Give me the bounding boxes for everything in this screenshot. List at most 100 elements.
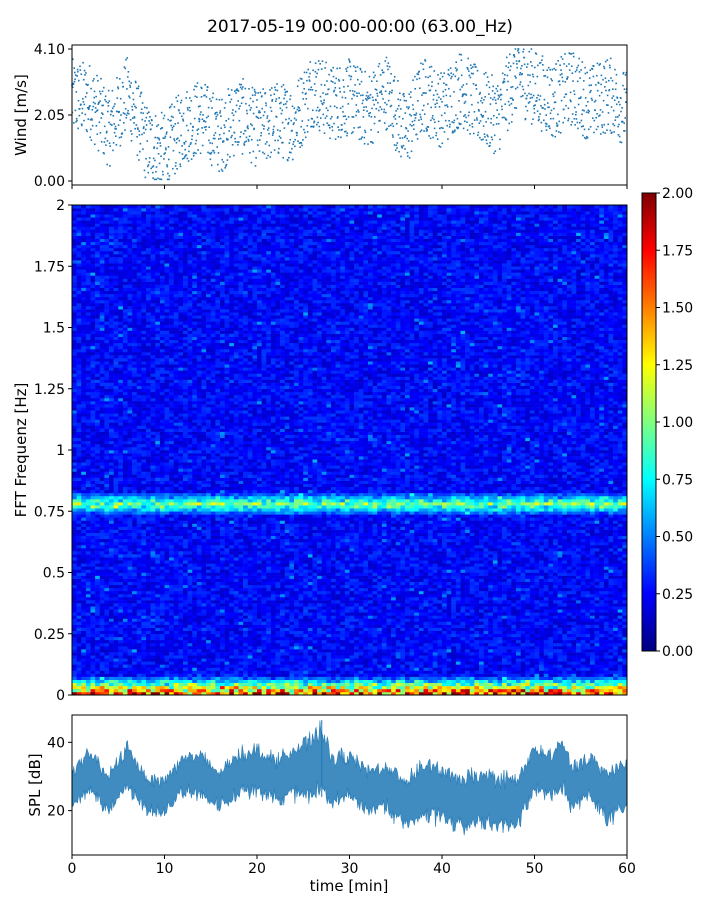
spectrogram-cell xyxy=(548,664,553,667)
spectrogram-cell xyxy=(257,643,262,646)
spectrogram-cell xyxy=(123,689,128,692)
wind-point xyxy=(333,123,335,125)
spectrogram-cell xyxy=(192,622,197,625)
wind-point xyxy=(141,92,143,94)
spectrogram-cell xyxy=(183,612,188,615)
spectrogram-cell xyxy=(95,646,100,649)
wind-point xyxy=(100,93,102,95)
spectrogram-cell xyxy=(474,628,479,631)
spectrogram-cell xyxy=(206,634,211,637)
spectrogram-cell xyxy=(128,640,133,643)
wind-point xyxy=(550,78,552,80)
wind-point xyxy=(531,123,533,125)
wind-point xyxy=(522,51,524,53)
wind-point xyxy=(85,114,87,116)
spectrogram-cell xyxy=(178,683,183,686)
spectrogram-cell xyxy=(239,628,244,631)
spectrogram-cell xyxy=(488,652,493,655)
wind-point xyxy=(280,102,282,104)
spectrogram-cell xyxy=(507,622,512,625)
spectrogram-cell xyxy=(604,640,609,643)
wind-point xyxy=(153,158,155,160)
spectrogram-cell xyxy=(151,655,156,658)
spectrogram-cell xyxy=(387,677,392,680)
wind-point xyxy=(363,116,365,118)
spectrogram-cell xyxy=(146,655,151,658)
spectrogram-cell xyxy=(562,637,567,640)
wind-point xyxy=(194,118,196,120)
wind-point xyxy=(187,158,189,160)
wind-point xyxy=(113,115,115,117)
spectrogram-cell xyxy=(410,631,415,634)
wind-point xyxy=(410,115,412,117)
spectrogram-cell xyxy=(558,625,563,628)
wind-point xyxy=(225,102,227,104)
spectrogram-cell xyxy=(229,671,234,674)
wind-point xyxy=(457,79,459,81)
spectrogram-cell xyxy=(289,655,294,658)
spectrogram-cell xyxy=(211,618,216,621)
spectrogram-cell xyxy=(95,655,100,658)
spectrogram-cell xyxy=(77,631,82,634)
spectrogram-cell xyxy=(368,618,373,621)
spectrogram-cell xyxy=(391,667,396,670)
wind-point xyxy=(281,113,283,115)
wind-point xyxy=(394,144,396,146)
wind-point xyxy=(584,67,586,69)
spectrogram-cell xyxy=(456,674,461,677)
spectrogram-cell xyxy=(137,618,142,621)
spectrogram-cell xyxy=(428,686,433,689)
spectrogram-cell xyxy=(465,674,470,677)
wind-point xyxy=(496,123,498,125)
spectrogram-cell xyxy=(424,686,429,689)
spectrogram-cell xyxy=(77,667,82,670)
wind-point xyxy=(368,115,370,117)
spectrogram-cell xyxy=(414,640,419,643)
spectrogram-cell xyxy=(368,628,373,631)
wind-point xyxy=(175,97,177,99)
spectrogram-cell xyxy=(229,618,234,621)
spectrogram-cell xyxy=(354,643,359,646)
spectrogram-cell xyxy=(132,671,137,674)
spectrogram-cell xyxy=(146,677,151,680)
spectrogram-cell xyxy=(590,661,595,664)
spectrogram-cell xyxy=(174,622,179,625)
spectrogram-cell xyxy=(257,634,262,637)
wind-point xyxy=(334,83,336,85)
wind-point xyxy=(267,155,269,157)
wind-point xyxy=(450,72,452,74)
spectrogram-cell xyxy=(414,618,419,621)
wind-point xyxy=(151,124,153,126)
spectrogram-cell xyxy=(484,664,489,667)
spectrogram-cell xyxy=(100,667,105,670)
spectrogram-cell xyxy=(326,677,331,680)
spectrogram-cell xyxy=(192,689,197,692)
spectrogram-cell xyxy=(359,615,364,618)
spectrogram-cell xyxy=(313,686,318,689)
spectrogram-cell xyxy=(317,646,322,649)
spectrogram-cell xyxy=(511,686,516,689)
spectrogram-cell xyxy=(340,661,345,664)
spectrogram-cell xyxy=(317,637,322,640)
spectrogram-cell xyxy=(118,667,123,670)
spectrogram-cell xyxy=(81,631,86,634)
spectrogram-cell xyxy=(132,674,137,677)
spectrogram-cell xyxy=(155,664,160,667)
spectrogram-cell xyxy=(215,612,220,615)
spectrogram-cell xyxy=(331,661,336,664)
spectrogram-cell xyxy=(202,652,207,655)
spectrogram-cell xyxy=(609,622,614,625)
wind-point xyxy=(433,94,435,96)
spectrogram-cell xyxy=(354,674,359,677)
spectrogram-cell xyxy=(151,689,156,692)
spectrogram-cell xyxy=(178,649,183,652)
wind-point xyxy=(355,115,357,117)
spectrogram-cell xyxy=(262,622,267,625)
wind-point xyxy=(567,77,569,79)
spectrogram-cell xyxy=(266,646,271,649)
spectrogram-cell xyxy=(192,640,197,643)
spectrogram-cell xyxy=(498,631,503,634)
spectrogram-cell xyxy=(609,637,614,640)
wind-point xyxy=(185,97,187,99)
